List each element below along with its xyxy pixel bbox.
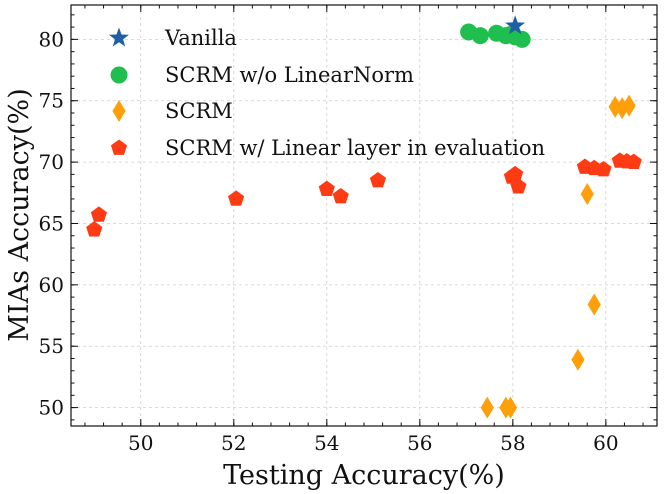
x-tick-label: 50 xyxy=(128,431,153,455)
y-tick-label: 70 xyxy=(39,150,64,174)
data-point xyxy=(228,190,245,206)
data-point xyxy=(580,183,594,206)
data-point xyxy=(622,94,636,117)
y-tick-labels: 50 55 60 65 70 75 80 xyxy=(39,27,64,419)
data-point xyxy=(510,178,527,194)
y-tick-label: 75 xyxy=(39,89,64,113)
data-point xyxy=(332,187,349,204)
legend-label: SCRM xyxy=(165,99,233,123)
x-tick-label: 56 xyxy=(407,431,432,455)
data-point xyxy=(587,293,601,316)
y-tick-label: 50 xyxy=(39,396,64,420)
data-point xyxy=(318,180,335,196)
x-tick-label: 52 xyxy=(221,431,246,455)
axis-ticks xyxy=(71,5,657,426)
legend-marker xyxy=(109,27,129,47)
data-point xyxy=(505,15,526,35)
x-tick-labels: 50 52 54 56 58 60 xyxy=(128,431,619,455)
data-point xyxy=(571,348,585,371)
legend-marker xyxy=(110,66,128,84)
data-point xyxy=(86,221,103,237)
data-point xyxy=(503,396,518,419)
data-point xyxy=(513,30,531,48)
legend: Vanilla SCRM w/o LinearNorm SCRM SCRM w/ Li… xyxy=(109,26,545,160)
x-axis-label: Testing Accuracy(%) xyxy=(223,460,505,491)
data-point xyxy=(369,172,387,188)
x-tick-label: 58 xyxy=(500,431,525,455)
data-point xyxy=(625,153,642,169)
y-tick-label: 65 xyxy=(39,211,64,235)
legend-label: Vanilla xyxy=(164,26,237,50)
y-tick-label: 60 xyxy=(39,273,64,297)
legend-marker xyxy=(110,139,128,155)
data-point xyxy=(90,206,107,222)
y-axis-label: MIAs Accuracy(%) xyxy=(4,88,35,341)
data-point xyxy=(595,160,612,177)
data-point xyxy=(615,97,629,120)
data-point xyxy=(507,165,524,182)
legend-label: SCRM w/o LinearNorm xyxy=(165,63,414,87)
data-point xyxy=(471,27,489,45)
grid-lines xyxy=(71,5,657,426)
legend-label: SCRM w/ Linear layer in evaluation xyxy=(165,136,545,160)
x-tick-label: 54 xyxy=(314,431,339,455)
legend-marker xyxy=(112,100,126,122)
data-point xyxy=(480,396,494,419)
y-tick-label: 80 xyxy=(39,27,64,51)
data-points xyxy=(86,15,642,419)
y-tick-label: 55 xyxy=(39,334,64,358)
x-tick-label: 60 xyxy=(593,431,618,455)
